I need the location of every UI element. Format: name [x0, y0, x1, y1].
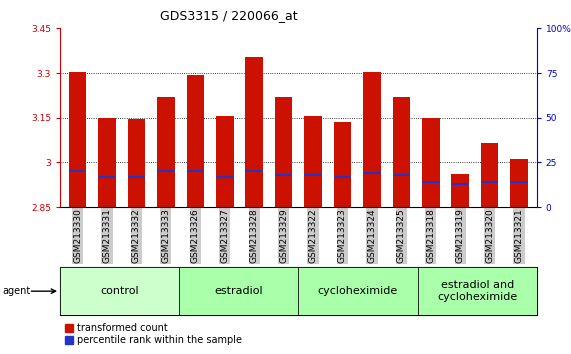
Bar	[481, 181, 498, 183]
Bar	[333, 122, 351, 207]
Text: estradiol: estradiol	[215, 286, 263, 296]
Bar	[187, 170, 204, 172]
Bar	[157, 97, 175, 207]
Text: cycloheximide: cycloheximide	[318, 286, 398, 296]
Bar	[275, 174, 292, 176]
Bar	[157, 170, 175, 172]
Bar	[510, 181, 528, 183]
Bar	[392, 174, 410, 176]
FancyBboxPatch shape	[60, 267, 179, 315]
Bar	[246, 57, 263, 207]
Bar	[510, 159, 528, 207]
FancyBboxPatch shape	[417, 267, 537, 315]
Bar	[392, 97, 410, 207]
Bar	[216, 116, 234, 207]
Bar	[452, 183, 469, 185]
Bar	[363, 72, 381, 207]
Legend: transformed count, percentile rank within the sample: transformed count, percentile rank withi…	[65, 324, 243, 346]
Bar	[69, 170, 86, 172]
FancyBboxPatch shape	[299, 267, 417, 315]
Bar	[333, 176, 351, 178]
FancyBboxPatch shape	[179, 267, 299, 315]
Bar	[275, 97, 292, 207]
Text: agent: agent	[3, 286, 31, 296]
Bar	[422, 181, 440, 183]
Bar	[304, 116, 322, 207]
Bar	[481, 143, 498, 207]
Bar	[69, 72, 86, 207]
Bar	[216, 176, 234, 178]
Bar	[98, 118, 116, 207]
Bar	[128, 176, 145, 178]
Bar	[98, 176, 116, 178]
Bar	[363, 172, 381, 174]
Bar	[128, 119, 145, 207]
Bar	[422, 118, 440, 207]
Text: control: control	[100, 286, 139, 296]
Bar	[304, 174, 322, 176]
Bar	[187, 74, 204, 207]
Text: GDS3315 / 220066_at: GDS3315 / 220066_at	[159, 9, 297, 22]
Bar	[246, 170, 263, 172]
Bar	[452, 174, 469, 207]
Text: estradiol and
cycloheximide: estradiol and cycloheximide	[437, 280, 517, 302]
